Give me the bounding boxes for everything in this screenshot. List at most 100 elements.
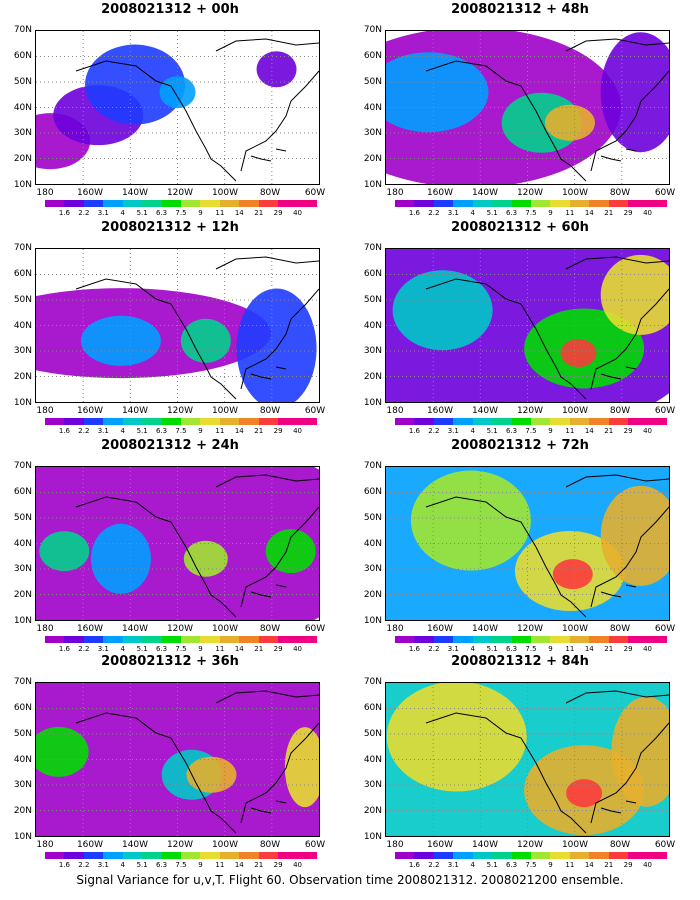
- latitude-label: 30N: [13, 128, 32, 139]
- variance-contour: [265, 529, 316, 574]
- latitude-label: 50N: [13, 728, 32, 739]
- color-bar-label: 21: [604, 861, 614, 869]
- longitude-label: 100W: [561, 624, 589, 634]
- color-bar-swatch: [472, 636, 493, 643]
- color-bar-label: 29: [623, 645, 633, 653]
- color-bar-label: 29: [623, 861, 633, 869]
- color-bar-swatch: [628, 200, 648, 207]
- color-bar-label: 7.5: [175, 645, 187, 653]
- color-bar-label: 9: [198, 209, 203, 217]
- latitude-label: 40N: [13, 102, 32, 113]
- latitude-label: 60N: [363, 702, 382, 713]
- color-bar-label: 7.5: [525, 861, 537, 869]
- color-bar-label: 7.5: [525, 427, 537, 435]
- color-bar-label: 1.6: [58, 645, 70, 653]
- color-bar-swatch: [569, 636, 590, 643]
- color-bar-swatch: [453, 636, 473, 643]
- color-bar: [45, 418, 317, 425]
- color-bar-swatch: [239, 200, 259, 207]
- variance-contour: [284, 727, 319, 808]
- color-bar-swatch: [45, 852, 65, 859]
- color-bar-swatch: [83, 636, 104, 643]
- latitude-label: 30N: [363, 780, 382, 791]
- color-bar-swatch: [161, 418, 181, 425]
- color-bar-swatch: [122, 200, 143, 207]
- longitude-label: 80W: [259, 840, 281, 850]
- variance-contour: [90, 523, 151, 594]
- color-bar: [395, 200, 667, 207]
- panel-title: 2008021312 + 24h: [101, 438, 239, 453]
- latitude-label: 20N: [13, 590, 32, 601]
- longitude-label: 120W: [516, 188, 544, 198]
- color-bar-swatch: [608, 852, 629, 859]
- longitude-label: 120W: [516, 840, 544, 850]
- color-bar-label: 3.1: [447, 209, 459, 217]
- color-bar-label: 9: [548, 645, 553, 653]
- longitude-label: 80W: [259, 624, 281, 634]
- color-bar-label: 11: [215, 861, 225, 869]
- color-bar-swatch: [161, 636, 181, 643]
- map-canvas: [36, 31, 319, 184]
- color-bar-swatch: [297, 200, 317, 207]
- color-bar-swatch: [511, 636, 531, 643]
- variance-contour: [600, 254, 669, 335]
- variance-contour: [600, 32, 669, 153]
- longitude-label: 180: [386, 840, 404, 850]
- color-bar-label: 9: [198, 427, 203, 435]
- color-bar-label: 11: [565, 645, 575, 653]
- color-bar-swatch: [530, 200, 551, 207]
- color-bar-swatch: [453, 852, 473, 859]
- longitude-label: 120W: [166, 624, 194, 634]
- color-bar-swatch: [492, 200, 512, 207]
- longitude-label: 80W: [259, 406, 281, 416]
- color-bar-label: 3.1: [447, 861, 459, 869]
- color-bar-label: 6.3: [155, 209, 168, 217]
- variance-contour: [80, 315, 161, 366]
- variance-contour: [560, 339, 597, 368]
- color-bar-swatch: [608, 200, 629, 207]
- color-bar-label: 21: [604, 427, 614, 435]
- latitude-label: 70N: [13, 677, 32, 687]
- longitude-label: 60W: [304, 624, 326, 634]
- panel-title: 2008021312 + 00h: [101, 2, 239, 17]
- color-bar-swatch: [142, 418, 162, 425]
- variance-contour: [180, 318, 231, 363]
- color-bar-swatch: [278, 200, 298, 207]
- color-bar-swatch: [83, 418, 104, 425]
- latitude-label: 50N: [363, 294, 382, 305]
- color-bar-swatch: [45, 418, 65, 425]
- color-bar-label: 4: [120, 645, 125, 653]
- color-bar-label: 3.1: [97, 427, 109, 435]
- color-bar-swatch: [239, 852, 259, 859]
- map-panel: 2008021312 + 24h 70N 60N 50N 40N 30N 20N 10N 180…: [0, 436, 340, 653]
- color-bar-swatch: [530, 636, 551, 643]
- color-bar-swatch: [258, 418, 279, 425]
- color-bar-swatch: [608, 636, 629, 643]
- color-bar-swatch: [414, 852, 434, 859]
- variance-contour: [85, 44, 186, 125]
- color-bar-label: 3.1: [447, 427, 459, 435]
- color-bar-swatch: [492, 852, 512, 859]
- color-bar-swatch: [219, 852, 240, 859]
- variance-contour: [159, 76, 196, 109]
- latitude-label: 70N: [13, 25, 32, 35]
- map-canvas: [36, 249, 319, 402]
- color-bar-swatch: [45, 636, 65, 643]
- latitude-label: 60N: [13, 268, 32, 279]
- latitude-label: 60N: [13, 486, 32, 497]
- longitude-label: 180: [386, 406, 404, 416]
- longitude-label: 100W: [211, 406, 239, 416]
- longitude-label: 180: [36, 840, 54, 850]
- color-bar-swatch: [414, 418, 434, 425]
- variance-contour: [236, 288, 317, 402]
- variance-contour: [386, 52, 489, 133]
- color-bar: [45, 852, 317, 859]
- color-bar-label: 40: [293, 645, 303, 653]
- color-bar-label: 14: [584, 645, 594, 653]
- longitude-label: 120W: [516, 406, 544, 416]
- longitude-label: 60W: [304, 188, 326, 198]
- color-bar-swatch: [530, 418, 551, 425]
- coastline: [425, 38, 669, 182]
- color-bar-label: 3.1: [97, 645, 109, 653]
- color-bar-swatch: [492, 636, 512, 643]
